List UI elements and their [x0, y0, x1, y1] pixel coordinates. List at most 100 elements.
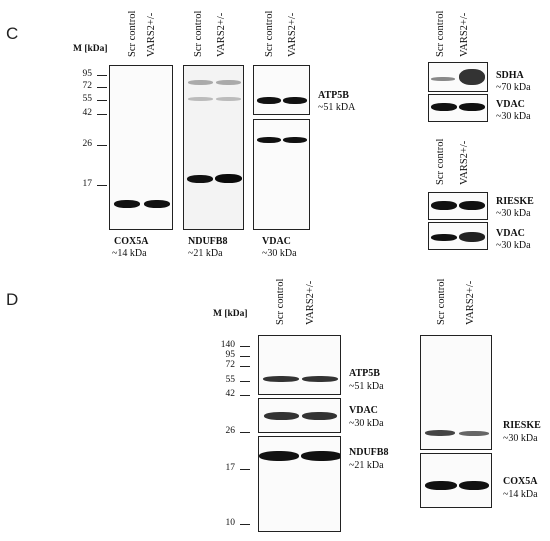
band: [257, 97, 281, 104]
band: [188, 97, 213, 101]
mw-marker: 55: [82, 94, 93, 104]
mw-tick: [97, 100, 107, 101]
mw-marker: 72: [225, 360, 236, 370]
protein-label-cox5a: COX5A: [114, 236, 149, 247]
blot-vdac: [253, 119, 310, 230]
band: [216, 97, 241, 101]
protein-size-sdha: ~70 kDa: [496, 82, 531, 93]
protein-size-vdac: ~30 kDa: [496, 111, 531, 122]
blot-atp5b: [253, 65, 310, 115]
mw-marker: 95: [225, 350, 236, 360]
band: [459, 481, 489, 490]
lane-label-scr-control: Scr control: [127, 10, 138, 57]
band: [257, 137, 281, 143]
band: [301, 451, 340, 461]
band: [216, 80, 241, 85]
protein-label-vdac: VDAC: [496, 228, 525, 239]
blot-rieske: [420, 335, 492, 450]
protein-size-atp5b: ~51 kDA: [318, 102, 356, 113]
mw-tick: [97, 185, 107, 186]
mw-tick: [97, 114, 107, 115]
mw-marker: 42: [225, 389, 236, 399]
lane-label-vars2: VARS2+/-: [216, 12, 227, 57]
protein-size-atp5b: ~51 kDa: [349, 381, 384, 392]
protein-size-rieske: ~30 kDa: [503, 433, 538, 444]
mw-marker: 42: [82, 108, 93, 118]
band: [459, 69, 485, 85]
mw-tick: [97, 75, 107, 76]
protein-size-rieske: ~30 kDa: [496, 208, 531, 219]
protein-size-ndufb8: ~21 kDa: [188, 248, 223, 259]
blot-ndufb8: [183, 65, 244, 230]
protein-label-vdac: VDAC: [262, 236, 291, 247]
lane-label-vars2: VARS2+/-: [146, 12, 157, 57]
mw-tick: [240, 356, 250, 357]
protein-size-cox5a: ~14 kDa: [503, 489, 538, 500]
band: [187, 175, 213, 183]
band: [431, 234, 457, 241]
protein-size-vdac: ~30 kDa: [262, 248, 297, 259]
mw-tick: [97, 145, 107, 146]
band: [425, 430, 455, 436]
band: [215, 174, 242, 183]
band: [263, 376, 299, 382]
blot-vdac: [258, 398, 341, 433]
band: [264, 412, 299, 420]
mw-tick: [240, 432, 250, 433]
protein-label-vdac: VDAC: [496, 99, 525, 110]
protein-label-ndufb8: NDUFB8: [188, 236, 228, 247]
band: [431, 103, 457, 111]
blot-cox5a: [420, 453, 492, 508]
protein-label-atp5b: ATP5B: [349, 368, 380, 379]
band: [431, 77, 455, 81]
mw-tick: [240, 346, 250, 347]
lane-label-scr-control: Scr control: [264, 10, 275, 57]
blot-ndufb8: [258, 436, 341, 532]
band: [302, 412, 337, 420]
protein-label-cox5a: COX5A: [503, 476, 538, 487]
band: [459, 232, 485, 242]
mw-tick: [240, 469, 250, 470]
protein-size-vdac: ~30 kDa: [349, 418, 384, 429]
protein-label-sdha: SDHA: [496, 70, 524, 81]
mw-marker: 95: [82, 69, 93, 79]
mw-marker: 10: [225, 518, 236, 528]
lane-label-scr-control: Scr control: [436, 278, 447, 325]
band: [459, 103, 485, 111]
blot-vdac-sdha: [428, 94, 488, 122]
mw-tick: [240, 381, 250, 382]
mw-marker: 72: [82, 81, 93, 91]
protein-label-ndufb8: NDUFB8: [349, 447, 389, 458]
mw-marker: 140: [220, 340, 235, 350]
protein-label-rieske: RIESKE: [503, 420, 541, 431]
mw-tick: [240, 366, 250, 367]
band: [431, 201, 457, 210]
blot-vdac-rieske: [428, 222, 488, 250]
mw-tick: [240, 395, 250, 396]
band: [425, 481, 457, 490]
protein-label-rieske: RIESKE: [496, 196, 534, 207]
protein-size-vdac: ~30 kDa: [496, 240, 531, 251]
mw-marker: 55: [225, 375, 236, 385]
band: [259, 451, 299, 461]
lane-label-vars2: VARS2+/-: [287, 12, 298, 57]
blot-atp5b: [258, 335, 341, 395]
lane-label-scr-control: Scr control: [275, 278, 286, 325]
band: [283, 137, 307, 143]
band: [459, 431, 489, 436]
lane-label-scr-control: Scr control: [435, 10, 446, 57]
band: [302, 376, 338, 382]
protein-size-ndufb8: ~21 kDa: [349, 460, 384, 471]
band: [144, 200, 170, 208]
lane-label-vars2: VARS2+/-: [305, 280, 316, 325]
panel-d-mw-header: M [kDa]: [213, 309, 248, 319]
panel-c-mw-header: M [kDa]: [73, 44, 108, 54]
lane-label-scr-control: Scr control: [193, 10, 204, 57]
band: [459, 201, 485, 210]
lane-label-vars2: VARS2+/-: [459, 140, 470, 185]
protein-label-atp5b: ATP5B: [318, 90, 349, 101]
protein-size-cox5a: ~14 kDa: [112, 248, 147, 259]
lane-label-scr-control: Scr control: [435, 138, 446, 185]
panel-c-letter: C: [6, 24, 19, 43]
blot-rieske: [428, 192, 488, 220]
